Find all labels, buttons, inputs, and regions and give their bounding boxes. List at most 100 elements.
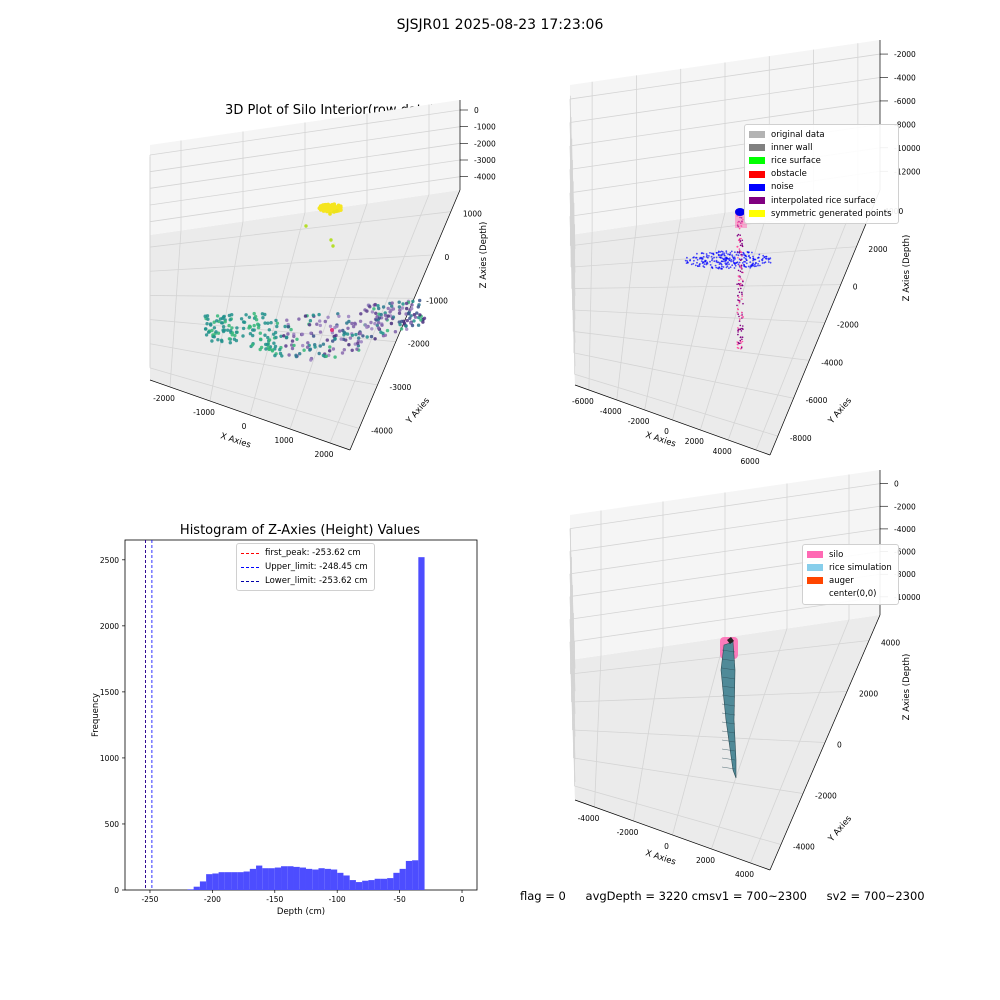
p1-point-lower xyxy=(309,358,313,362)
p1-point-lower xyxy=(354,332,358,337)
plot4-legend-label: silo xyxy=(829,549,844,560)
p1-point-lower xyxy=(398,322,402,327)
p1-point-lower xyxy=(285,335,289,339)
p1-point-lower xyxy=(264,342,268,347)
p1-point-lower xyxy=(229,329,233,333)
p1-point-lower xyxy=(309,331,313,335)
histogram-legend-entry: first_peak: -253.62 cm xyxy=(241,546,368,560)
p2-point-noise xyxy=(692,262,695,265)
p2-xtick-label: 0 xyxy=(664,427,669,436)
p4-xtick-label: -4000 xyxy=(578,814,600,823)
plot4-legend-swatch xyxy=(807,551,823,559)
p1-ygrid-floor xyxy=(149,295,415,299)
p4-zgrid-left xyxy=(569,641,576,782)
p2-point-noise xyxy=(736,261,739,264)
p2-ztick-label: -6000 xyxy=(894,97,916,106)
p1-zgrid-back xyxy=(149,142,461,189)
p1-ygrid-floor xyxy=(149,319,396,343)
plot2-legend-entry: obstacle xyxy=(749,168,892,181)
avg-depth-text: avgDepth = 3220 cmsv1 = 700~2300 xyxy=(585,889,808,903)
plot2-legend-entry: noise xyxy=(749,181,892,194)
p2-point-column xyxy=(740,254,742,256)
p2-point-column xyxy=(742,302,744,305)
p2-point-noise xyxy=(756,257,759,259)
histogram-legend-line xyxy=(241,552,259,554)
p1-point-lower xyxy=(418,298,422,303)
p1-point-lower xyxy=(272,341,276,345)
p1-point-lower xyxy=(410,323,415,328)
p2-point-noise xyxy=(745,262,748,265)
p1-point-lower xyxy=(323,319,327,324)
p1-point-lower xyxy=(256,322,260,326)
p2-point-noise xyxy=(769,261,772,264)
p2-point-noise xyxy=(686,260,689,262)
p1-point-lower xyxy=(258,331,262,335)
p4-rice-simulation xyxy=(720,641,737,779)
p2-point-column xyxy=(737,343,739,346)
p4-ygrid-floor xyxy=(574,785,782,845)
p4-auger-tip xyxy=(727,637,734,644)
histogram-bar xyxy=(330,869,338,890)
histogram-bar xyxy=(218,872,225,890)
p2-point-noise xyxy=(751,251,753,254)
plot2-legend-label: obstacle xyxy=(771,169,807,180)
p2-point-noise xyxy=(729,266,732,269)
p2-point-column xyxy=(738,291,741,294)
p2-ygrid-floor xyxy=(572,309,826,323)
p4-mesh-line xyxy=(721,712,736,716)
p2-point-noise xyxy=(731,264,734,267)
p2-point-noise xyxy=(734,258,736,260)
p1-point-lower xyxy=(250,343,255,347)
plot2-legend-swatch xyxy=(749,157,765,165)
p1-point-lower xyxy=(279,334,283,338)
p2-point-noise xyxy=(712,252,714,255)
p1-point-lower xyxy=(302,348,306,352)
p2-point-column xyxy=(738,248,741,250)
histogram-ytick-label: 2500 xyxy=(100,556,119,565)
plot4-legend-label: rice simulation xyxy=(829,562,892,573)
histogram-x-axis-label: Depth (cm) xyxy=(277,907,325,917)
p1-point-lower xyxy=(266,335,270,340)
p2-point-noise xyxy=(762,254,765,257)
p1-point-lower xyxy=(397,300,401,304)
p2-point-column xyxy=(737,288,740,290)
histogram-bar xyxy=(262,868,269,890)
p1-point-lower xyxy=(294,354,299,359)
plot4-legend-entry: auger xyxy=(807,574,892,587)
p4-zgrid-left xyxy=(569,573,576,714)
status-footer: flag = 0 avgDepth = 3220 cmsv1 = 700~230… xyxy=(520,889,941,903)
p2-point-column xyxy=(739,240,742,242)
histogram-bar xyxy=(237,872,244,890)
p1-point-lower xyxy=(391,307,396,311)
p1-point-lower xyxy=(365,309,369,313)
p2-point-column xyxy=(739,259,742,262)
p1-point-lower xyxy=(365,335,369,339)
p1-point-lower xyxy=(397,311,402,315)
p2-point-noise xyxy=(741,262,744,264)
p2-point-noise xyxy=(767,261,770,263)
p2-point-noise xyxy=(725,250,728,253)
p2-point-column xyxy=(736,235,739,237)
p2-point-column xyxy=(740,342,742,344)
p2-point-noise xyxy=(710,266,713,268)
p4-ytick-label: 0 xyxy=(837,741,842,750)
p1-point-lower xyxy=(328,324,333,328)
p2-point-noise xyxy=(720,250,723,253)
p2-ytick-label: -6000 xyxy=(806,396,828,405)
p1-point-lower xyxy=(318,323,322,328)
p4-x-axis-line xyxy=(574,799,771,871)
p2-point-column xyxy=(737,269,740,272)
p2-point-column xyxy=(741,311,743,314)
p2-point-noise xyxy=(718,263,721,265)
p1-ytick-label: -1000 xyxy=(426,296,448,305)
p2-point-column xyxy=(740,327,742,330)
p4-mesh-line xyxy=(721,694,736,698)
p2-point-column xyxy=(738,276,740,278)
histogram-bar xyxy=(337,872,344,890)
histogram-legend-line xyxy=(241,566,259,568)
p2-point-column xyxy=(738,320,741,322)
plot2-legend-entry: interpolated rice surface xyxy=(749,194,892,207)
p1-point-lower xyxy=(393,330,398,334)
p1-point-lower xyxy=(400,306,405,310)
